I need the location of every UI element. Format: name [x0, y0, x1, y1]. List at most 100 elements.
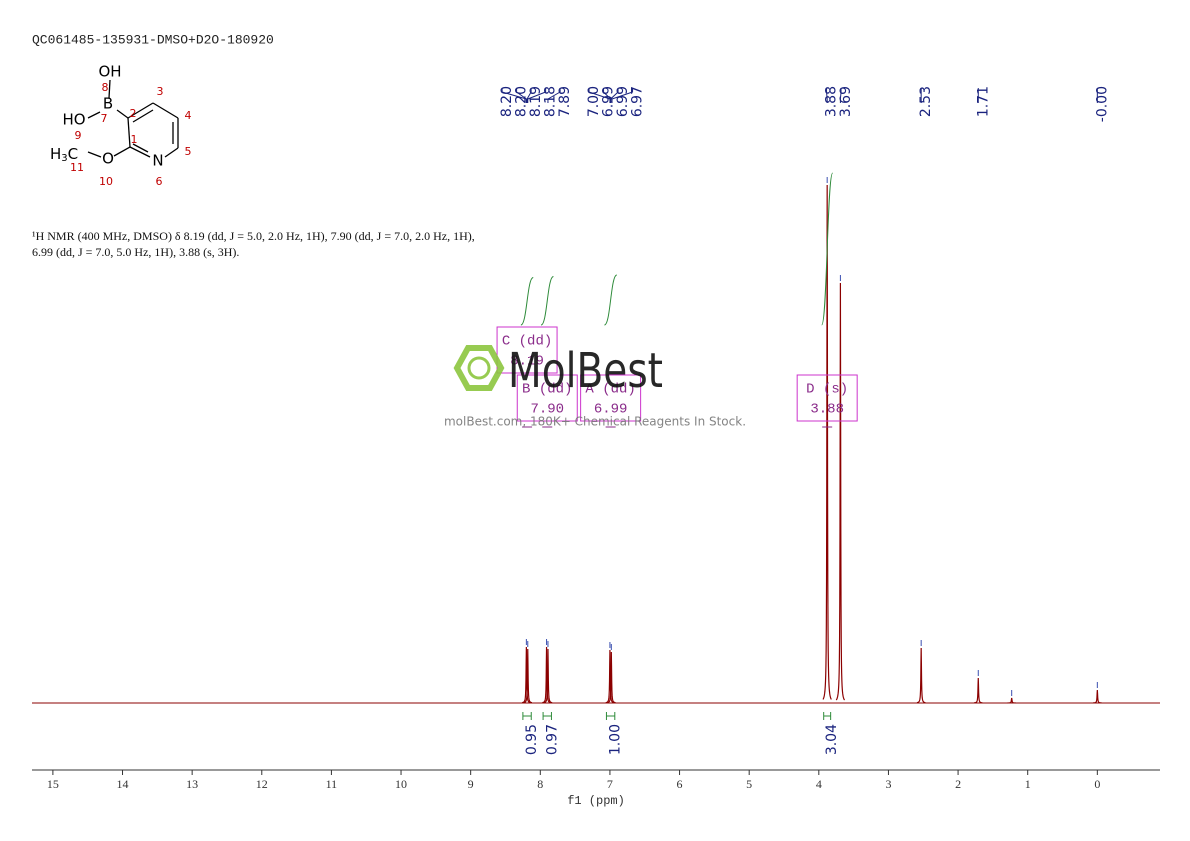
peak-label: 2.53: [918, 86, 934, 117]
peak-label: 1.71: [975, 86, 991, 117]
atom: B: [103, 95, 113, 113]
integral-label: 0.95: [524, 724, 540, 755]
peak-label: 8.20: [499, 86, 515, 117]
atom: C: [68, 145, 78, 163]
multiplet-shift: 7.90: [530, 402, 564, 418]
atom: 3: [61, 153, 67, 164]
x-tick-label: 3: [885, 777, 891, 791]
peak: [835, 282, 846, 701]
peak: [523, 648, 533, 704]
x-tick-label: 10: [395, 777, 407, 791]
x-axis-label: f1 (ppm): [567, 794, 625, 808]
peak-label-connector: [588, 88, 611, 103]
spectrum-title: QC061485-135931-DMSO+D2O-180920: [32, 32, 274, 47]
logo: [453, 345, 505, 391]
integral-curve: [520, 277, 534, 326]
atom: O: [102, 150, 114, 168]
bond: [127, 102, 154, 119]
x-tick-label: 4: [816, 777, 822, 791]
peak-label: 7.00: [586, 86, 602, 117]
peak-label: -0.00: [1094, 86, 1110, 122]
logo: [467, 356, 491, 380]
x-tick-label: 5: [746, 777, 752, 791]
x-tick-label: 6: [677, 777, 683, 791]
peak-label-connector: [826, 88, 828, 103]
atom-number: 2: [130, 107, 137, 120]
x-tick-label: 7: [607, 777, 613, 791]
peak: [607, 651, 616, 704]
description-line: ¹H NMR (400 MHz, DMSO) δ 8.19 (dd, J = 5…: [32, 229, 475, 243]
atom-number: 5: [185, 145, 192, 158]
peak: [822, 184, 832, 700]
peak: [916, 647, 926, 704]
x-tick-label: 0: [1094, 777, 1100, 791]
x-tick-label: 8: [537, 777, 543, 791]
bond: [127, 117, 131, 148]
peak-label: 6.97: [630, 86, 646, 117]
atom: N: [152, 152, 163, 170]
atom-number: 10: [99, 175, 113, 188]
multiplet-name: A (dd): [585, 382, 635, 398]
peak-label: 6.99: [601, 86, 617, 117]
watermark-brand: MolBest: [508, 343, 663, 399]
x-tick-label: 11: [326, 777, 338, 791]
atom: OH: [98, 63, 121, 81]
bond: [87, 111, 101, 119]
x-tick-label: 15: [47, 777, 59, 791]
multiplet-name: D (s): [806, 382, 848, 398]
integral-curve: [540, 276, 554, 326]
integral-curve: [603, 274, 618, 326]
multiplet-box: [496, 326, 558, 374]
atom: H: [50, 145, 61, 163]
integral-bracket: [542, 712, 552, 720]
peak: [543, 648, 553, 704]
plot: 15 14 13 12 11 10 9 8 7 6 5 4 3 2 1 0f1 (ppm)8.208.208.…: [32, 86, 1160, 808]
atom-number: 4: [185, 109, 192, 122]
description-line: 6.99 (dd, J = 7.0, 5.0 Hz, 1H), 3.88 (s,…: [32, 245, 239, 259]
multiplet-shift: 6.99: [594, 402, 628, 418]
bond: [116, 109, 129, 119]
atom: HO: [62, 111, 85, 129]
x-tick-label: 9: [468, 777, 474, 791]
peak-label-connector: [610, 88, 619, 103]
atom-number: 11: [70, 161, 84, 174]
atom-number: 7: [101, 112, 108, 125]
peak: [974, 677, 983, 704]
integral-label: 0.97: [544, 724, 560, 755]
bond: [87, 151, 102, 158]
peak-label-connector: [611, 88, 634, 103]
peak-label: 3.69: [838, 86, 854, 117]
x-tick-label: 12: [256, 777, 268, 791]
bond: [164, 147, 179, 158]
bond: [129, 146, 151, 158]
multiplet-shift: 8.19: [510, 354, 544, 370]
peak-label: 7.89: [557, 86, 573, 117]
multiplet-name: B (dd): [522, 382, 572, 398]
bond: [108, 79, 111, 99]
atom-number: 6: [156, 175, 163, 188]
peak-label-connector: [547, 88, 561, 103]
bond: [113, 146, 131, 157]
peak-label-connector: [527, 88, 547, 103]
atom: H3C: [50, 145, 78, 165]
atom-labels: OH B HO O N H3C: [50, 63, 164, 170]
peak-label-connector: [516, 88, 527, 103]
peak: [1093, 689, 1102, 704]
multiplet-shift: 3.88: [810, 402, 844, 418]
multiplet-name: C (dd): [502, 334, 552, 350]
multiplet-box: [580, 374, 642, 422]
multiplet-box: [516, 374, 578, 422]
peak: [1007, 697, 1016, 704]
peak-label: 8.20: [514, 86, 530, 117]
integral-bracket: [522, 712, 532, 720]
bond: [152, 102, 179, 119]
atom-number: 8: [102, 81, 109, 94]
watermark: MolBest molBest.com, 180K+ Chemical Reag…: [444, 343, 746, 429]
multiplet-box: [796, 374, 858, 422]
integral-label: 3.04: [824, 724, 840, 755]
structure: [87, 79, 179, 158]
atom-number: 9: [75, 129, 82, 142]
peak-label: 8.18: [543, 86, 559, 117]
integral-bracket: [605, 712, 616, 720]
